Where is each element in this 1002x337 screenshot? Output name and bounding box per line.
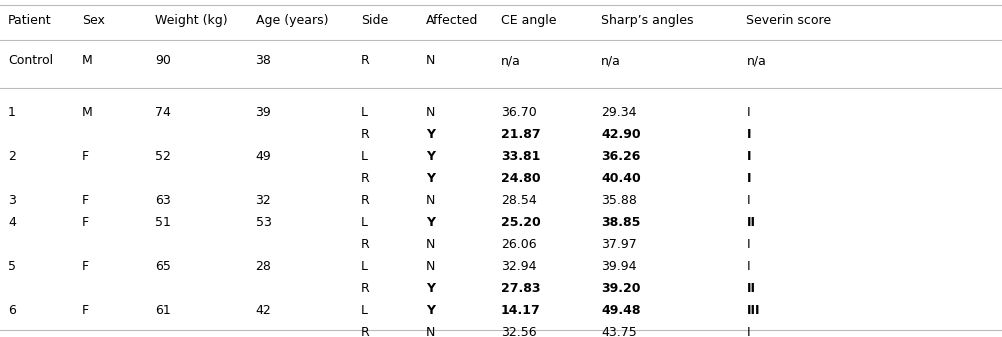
Text: 29.34: 29.34: [601, 106, 636, 119]
Text: R: R: [361, 238, 370, 251]
Text: I: I: [746, 194, 750, 207]
Text: Affected: Affected: [426, 14, 478, 27]
Text: 37.97: 37.97: [601, 238, 637, 251]
Text: Sharp’s angles: Sharp’s angles: [601, 14, 693, 27]
Text: 26.06: 26.06: [501, 238, 537, 251]
Text: M: M: [82, 54, 93, 67]
Text: Y: Y: [426, 216, 435, 229]
Text: 38.85: 38.85: [601, 216, 640, 229]
Text: CE angle: CE angle: [501, 14, 556, 27]
Text: Patient: Patient: [8, 14, 52, 27]
Text: N: N: [426, 54, 435, 67]
Text: R: R: [361, 172, 370, 185]
Text: I: I: [746, 106, 750, 119]
Text: 32.56: 32.56: [501, 326, 537, 337]
Text: 53: 53: [256, 216, 272, 229]
Text: 39.20: 39.20: [601, 282, 640, 295]
Text: 39: 39: [256, 106, 272, 119]
Text: 32.94: 32.94: [501, 260, 536, 273]
Text: F: F: [82, 304, 89, 317]
Text: R: R: [361, 54, 370, 67]
Text: M: M: [82, 106, 93, 119]
Text: N: N: [426, 238, 435, 251]
Text: 14.17: 14.17: [501, 304, 541, 317]
Text: L: L: [361, 260, 368, 273]
Text: F: F: [82, 194, 89, 207]
Text: I: I: [746, 238, 750, 251]
Text: L: L: [361, 150, 368, 163]
Text: Sex: Sex: [82, 14, 105, 27]
Text: 49: 49: [256, 150, 272, 163]
Text: R: R: [361, 128, 370, 141]
Text: 28.54: 28.54: [501, 194, 537, 207]
Text: N: N: [426, 326, 435, 337]
Text: 21.87: 21.87: [501, 128, 541, 141]
Text: 1: 1: [8, 106, 16, 119]
Text: 61: 61: [155, 304, 171, 317]
Text: 3: 3: [8, 194, 16, 207]
Text: 43.75: 43.75: [601, 326, 637, 337]
Text: n/a: n/a: [746, 54, 767, 67]
Text: 24.80: 24.80: [501, 172, 541, 185]
Text: I: I: [746, 150, 750, 163]
Text: 40.40: 40.40: [601, 172, 641, 185]
Text: F: F: [82, 150, 89, 163]
Text: 2: 2: [8, 150, 16, 163]
Text: 27.83: 27.83: [501, 282, 540, 295]
Text: F: F: [82, 216, 89, 229]
Text: 5: 5: [8, 260, 16, 273]
Text: R: R: [361, 282, 370, 295]
Text: 51: 51: [155, 216, 171, 229]
Text: 74: 74: [155, 106, 171, 119]
Text: 28: 28: [256, 260, 272, 273]
Text: 42.90: 42.90: [601, 128, 641, 141]
Text: 4: 4: [8, 216, 16, 229]
Text: 6: 6: [8, 304, 16, 317]
Text: 32: 32: [256, 194, 272, 207]
Text: R: R: [361, 194, 370, 207]
Text: Y: Y: [426, 304, 435, 317]
Text: I: I: [746, 326, 750, 337]
Text: n/a: n/a: [501, 54, 521, 67]
Text: 42: 42: [256, 304, 272, 317]
Text: I: I: [746, 260, 750, 273]
Text: 49.48: 49.48: [601, 304, 640, 317]
Text: 63: 63: [155, 194, 171, 207]
Text: Y: Y: [426, 282, 435, 295]
Text: 36.26: 36.26: [601, 150, 640, 163]
Text: Weight (kg): Weight (kg): [155, 14, 227, 27]
Text: L: L: [361, 106, 368, 119]
Text: I: I: [746, 128, 750, 141]
Text: N: N: [426, 106, 435, 119]
Text: 36.70: 36.70: [501, 106, 537, 119]
Text: N: N: [426, 260, 435, 273]
Text: Y: Y: [426, 128, 435, 141]
Text: 65: 65: [155, 260, 171, 273]
Text: 33.81: 33.81: [501, 150, 540, 163]
Text: F: F: [82, 260, 89, 273]
Text: L: L: [361, 216, 368, 229]
Text: II: II: [746, 216, 756, 229]
Text: Side: Side: [361, 14, 388, 27]
Text: n/a: n/a: [601, 54, 621, 67]
Text: 39.94: 39.94: [601, 260, 636, 273]
Text: Y: Y: [426, 150, 435, 163]
Text: N: N: [426, 194, 435, 207]
Text: 52: 52: [155, 150, 171, 163]
Text: R: R: [361, 326, 370, 337]
Text: Control: Control: [8, 54, 53, 67]
Text: 38: 38: [256, 54, 272, 67]
Text: I: I: [746, 172, 750, 185]
Text: III: III: [746, 304, 760, 317]
Text: 35.88: 35.88: [601, 194, 637, 207]
Text: 25.20: 25.20: [501, 216, 541, 229]
Text: Severin score: Severin score: [746, 14, 832, 27]
Text: L: L: [361, 304, 368, 317]
Text: 90: 90: [155, 54, 171, 67]
Text: Age (years): Age (years): [256, 14, 328, 27]
Text: Y: Y: [426, 172, 435, 185]
Text: II: II: [746, 282, 756, 295]
